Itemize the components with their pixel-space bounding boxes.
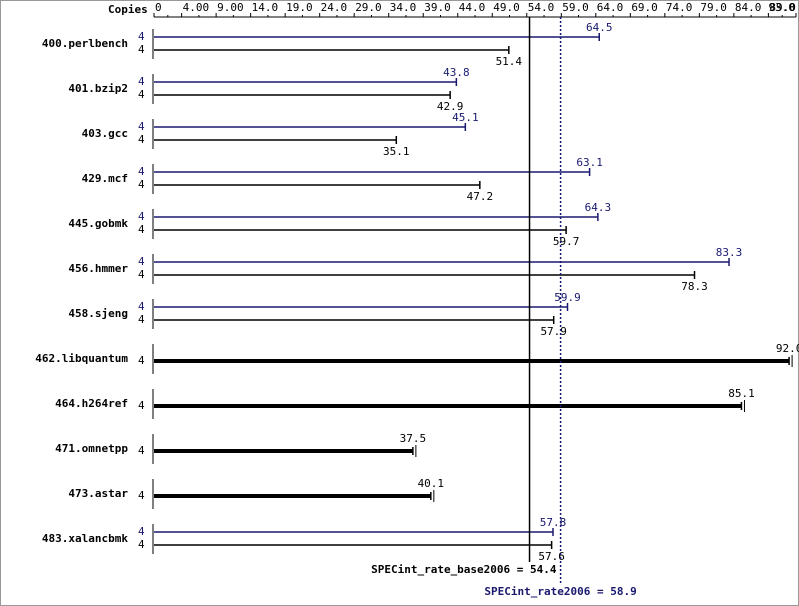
value-label: 57.8 [540, 516, 567, 529]
reference-label: SPECint_rate2006 = 58.9 [484, 585, 636, 598]
copies-value: 4 [138, 525, 145, 538]
value-label: 42.9 [437, 100, 464, 113]
bar [154, 404, 742, 408]
copies-value: 4 [138, 88, 145, 101]
bar [154, 81, 457, 83]
x-tick-label: 19.0 [286, 1, 313, 14]
bar [154, 171, 590, 173]
x-tick-label: 59.0 [562, 1, 589, 14]
value-label: 57.6 [538, 550, 565, 563]
copies-header: Copies [108, 3, 148, 16]
x-tick-label: 69.0 [631, 1, 658, 14]
category-label: 462.libquantum [35, 352, 128, 365]
bar [154, 36, 600, 38]
bar [154, 494, 431, 498]
bar [154, 531, 554, 533]
x-tick-label: 29.0 [355, 1, 382, 14]
copies-value: 4 [138, 223, 145, 236]
bar [154, 274, 695, 276]
bar [154, 184, 480, 186]
category-label: 456.hmmer [68, 262, 128, 275]
x-tick-label: 0 [155, 1, 162, 14]
value-label: 85.1 [728, 387, 755, 400]
copies-value: 4 [138, 354, 145, 367]
bar [154, 261, 730, 263]
bar [154, 359, 790, 363]
category-label: 458.sjeng [68, 307, 128, 320]
value-label: 43.8 [443, 66, 470, 79]
value-label: 59.9 [554, 291, 581, 304]
copies-value: 4 [138, 489, 145, 502]
value-label: 64.3 [585, 201, 612, 214]
x-tick-label: 74.0 [666, 1, 693, 14]
bar [154, 49, 509, 51]
bar [154, 126, 466, 128]
value-label: 45.1 [452, 111, 479, 124]
x-tick-label: 39.0 [424, 1, 451, 14]
copies-value: 4 [138, 313, 145, 326]
bar [154, 449, 413, 453]
copies-value: 4 [138, 255, 145, 268]
copies-value: 4 [138, 133, 145, 146]
x-tick-label: 89.0 [769, 1, 796, 14]
bar [154, 94, 451, 96]
value-label: 59.7 [553, 235, 580, 248]
copies-value: 4 [138, 210, 145, 223]
bar [154, 306, 568, 308]
copies-value: 4 [138, 43, 145, 56]
x-tick-label: 93.0 [769, 1, 796, 14]
bar [154, 544, 552, 546]
category-label: 464.h264ref [55, 397, 128, 410]
category-label: 400.perlbench [42, 37, 128, 50]
x-tick-label: 84.0 [735, 1, 762, 14]
reference-label: SPECint_rate_base2006 = 54.4 [371, 563, 557, 576]
copies-value: 4 [138, 399, 145, 412]
copies-value: 4 [138, 268, 145, 281]
bar [154, 216, 598, 218]
value-label: 63.1 [576, 156, 603, 169]
bar [154, 229, 567, 231]
x-tick-label: 64.0 [597, 1, 624, 14]
x-tick-label: 9.00 [217, 1, 244, 14]
x-tick-label: 49.0 [493, 1, 520, 14]
copies-value: 4 [138, 300, 145, 313]
bar [154, 139, 397, 141]
value-label: 83.3 [716, 246, 743, 259]
value-label: 35.1 [383, 145, 410, 158]
bar [154, 319, 554, 321]
copies-value: 4 [138, 75, 145, 88]
x-tick-label: 4.00 [183, 1, 210, 14]
value-label: 57.9 [540, 325, 567, 338]
copies-value: 4 [138, 165, 145, 178]
value-label: 78.3 [681, 280, 708, 293]
category-label: 403.gcc [82, 127, 128, 140]
category-label: 473.astar [68, 487, 128, 500]
value-label: 92.0 [776, 342, 799, 355]
value-label: 37.5 [400, 432, 427, 445]
category-label: 445.gobmk [68, 217, 128, 230]
copies-value: 4 [138, 538, 145, 551]
copies-value: 4 [138, 30, 145, 43]
copies-value: 4 [138, 178, 145, 191]
copies-value: 4 [138, 444, 145, 457]
x-tick-label: 79.0 [700, 1, 727, 14]
category-label: 483.xalancbmk [42, 532, 128, 545]
category-label: 429.mcf [82, 172, 128, 185]
value-label: 47.2 [467, 190, 494, 203]
value-label: 40.1 [418, 477, 445, 490]
x-tick-label: 24.0 [321, 1, 348, 14]
x-tick-label: 34.0 [390, 1, 417, 14]
category-label: 471.omnetpp [55, 442, 128, 455]
x-tick-label: 54.0 [528, 1, 555, 14]
value-label: 64.5 [586, 21, 613, 34]
category-label: 401.bzip2 [68, 82, 128, 95]
value-label: 51.4 [496, 55, 523, 68]
x-tick-label: 14.0 [252, 1, 278, 14]
x-tick-label: 44.0 [459, 1, 486, 14]
copies-value: 4 [138, 120, 145, 133]
